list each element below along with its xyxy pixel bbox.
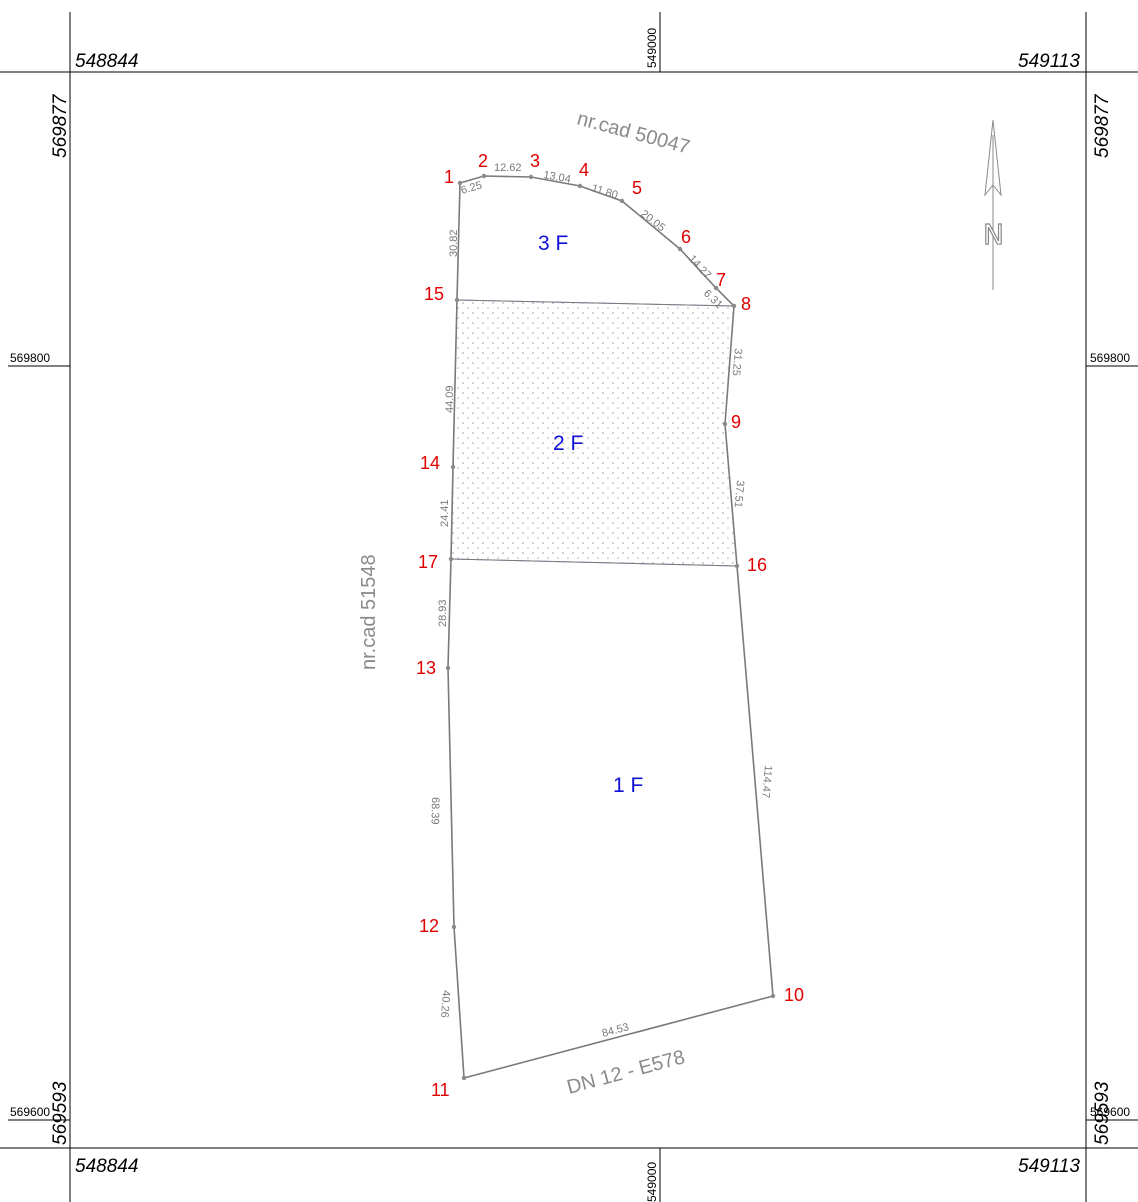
vertex-label-1: 1 [444, 167, 454, 187]
vertex-point-13 [445, 665, 451, 671]
segment-length-6-7: 14.27 [686, 253, 713, 281]
top-left-x-coordinate: 548844 [75, 51, 138, 72]
segment-length-1-2: 6.25 [460, 179, 484, 196]
vertex-point-6 [677, 246, 683, 252]
segment-length-14-15: 44.09 [444, 385, 456, 413]
frame-coordinates: 548844 549113 548844 549113 569877 56987… [10, 28, 1130, 1202]
lot-label-2f: 2 F [553, 432, 583, 455]
lot-label-1f: 1 F [613, 774, 643, 797]
vertex-points [445, 173, 776, 1081]
bottom-right-y-coordinate: 569593 [1092, 1081, 1113, 1145]
lot-division-line-upper [456, 299, 735, 307]
lot-labels: 3 F 2 F 1 F [538, 232, 643, 797]
segment-length-16-10: 114.47 [759, 765, 774, 799]
vertex-label-12: 12 [419, 916, 439, 936]
vertex-point-10 [770, 993, 776, 999]
vertex-label-9: 9 [731, 412, 741, 432]
vertex-point-12 [451, 924, 457, 930]
left-low-y-coordinate: 569600 [10, 1105, 50, 1119]
top-right-x-coordinate: 549113 [1018, 51, 1080, 72]
right-mid-y-coordinate: 569800 [1090, 351, 1130, 365]
vertex-label-8: 8 [741, 294, 751, 314]
segment-length-12-13: 68.39 [429, 797, 441, 825]
vertex-label-6: 6 [681, 227, 691, 247]
vertex-point-9 [722, 421, 728, 427]
vertex-point-3 [528, 174, 534, 180]
vertex-label-4: 4 [579, 160, 589, 180]
vertex-point-11 [461, 1075, 467, 1081]
neighbor-label-south: DN 12 - E578 [565, 1046, 688, 1099]
bottom-left-y-coordinate: 569593 [50, 1081, 71, 1145]
neighbor-labels: nr.cad 50047 nr.cad 51548 DN 12 - E578 [358, 108, 692, 1099]
segment-length-2-3: 12.62 [494, 162, 522, 174]
right-low-y-coordinate: 569600 [1090, 1105, 1130, 1119]
vertex-point-14 [450, 464, 456, 470]
vertex-label-15: 15 [424, 284, 444, 304]
vertex-label-14: 14 [420, 453, 440, 473]
vertex-label-5: 5 [632, 178, 642, 198]
north-arrow-icon: N [982, 119, 1005, 290]
vertex-label-16: 16 [747, 555, 767, 575]
vertex-label-3: 3 [530, 151, 540, 171]
map-frame [0, 12, 1138, 1202]
segment-length-13-17: 28.93 [437, 599, 449, 627]
vertex-label-11: 11 [431, 1080, 450, 1100]
vertex-point-4 [577, 183, 583, 189]
top-right-y-coordinate: 569877 [1092, 93, 1113, 158]
bottom-right-x-coordinate: 549113 [1018, 1156, 1080, 1177]
lot-label-3f: 3 F [538, 232, 568, 255]
vertex-point-1 [457, 180, 463, 186]
vertex-label-13: 13 [416, 658, 436, 678]
segment-length-9-16: 37.51 [732, 480, 746, 508]
vertex-point-16 [734, 563, 740, 569]
left-mid-y-coordinate: 569800 [10, 351, 50, 365]
vertex-label-10: 10 [784, 985, 804, 1005]
segment-length-15-1: 30.82 [448, 229, 460, 257]
bottom-left-x-coordinate: 548844 [75, 1156, 138, 1177]
vertex-label-7: 7 [716, 270, 726, 290]
vertex-point-8 [731, 303, 737, 309]
segment-length-3-4: 13.04 [542, 169, 571, 186]
segment-length-4-5: 11.80 [590, 182, 619, 201]
top-mid-x-coordinate: 549000 [645, 28, 659, 68]
segment-length-5-6: 20.05 [638, 208, 667, 234]
vertex-point-5 [619, 198, 625, 204]
segment-length-11-12: 40.26 [438, 990, 452, 1018]
vertex-label-2: 2 [478, 151, 488, 171]
top-left-y-coordinate: 569877 [50, 93, 71, 158]
vertex-labels: 1 2 3 4 5 6 7 8 9 10 11 12 13 14 15 16 1… [416, 151, 804, 1100]
bottom-mid-x-coordinate: 549000 [645, 1162, 659, 1202]
vertex-label-17: 17 [418, 552, 438, 572]
vertex-point-2 [481, 173, 487, 179]
parcel-boundary [447, 175, 774, 1080]
north-letter: N [983, 218, 1004, 251]
segment-length-8-9: 31.25 [730, 348, 744, 376]
vertex-point-17 [448, 556, 454, 562]
neighbor-label-north: nr.cad 50047 [575, 108, 692, 159]
lot-2-hatched-area [450, 299, 738, 567]
segment-length-17-14: 24.41 [439, 499, 451, 527]
neighbor-label-west: nr.cad 51548 [358, 554, 380, 670]
lot-division-line-lower [450, 558, 738, 567]
vertex-point-15 [454, 297, 460, 303]
vertex-point-7 [713, 285, 719, 291]
